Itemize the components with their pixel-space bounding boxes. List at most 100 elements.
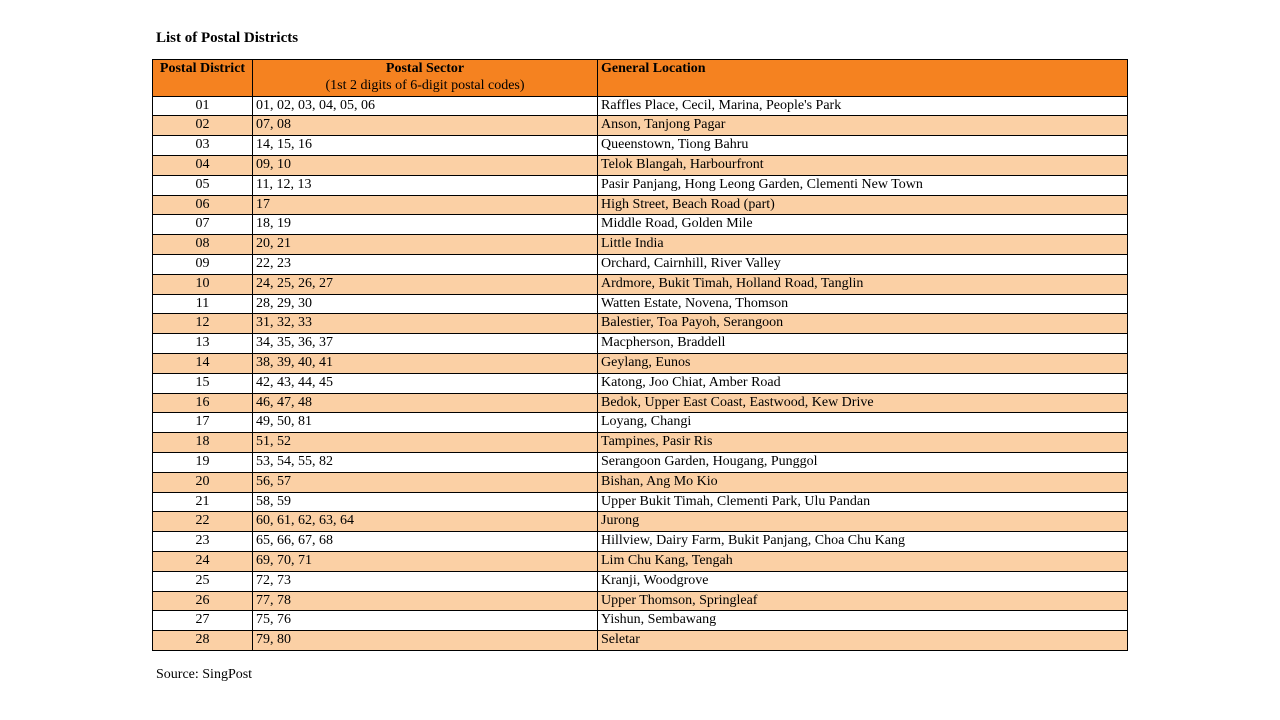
cell-district: 12: [153, 314, 253, 334]
cell-sector: 22, 23: [253, 254, 598, 274]
cell-district: 03: [153, 136, 253, 156]
cell-sector: 49, 50, 81: [253, 413, 598, 433]
cell-location: Anson, Tanjong Pagar: [598, 116, 1128, 136]
cell-district: 26: [153, 591, 253, 611]
cell-district: 09: [153, 254, 253, 274]
table-row: 1646, 47, 48Bedok, Upper East Coast, Eas…: [153, 393, 1128, 413]
table-row: 1334, 35, 36, 37Macpherson, Braddell: [153, 334, 1128, 354]
cell-location: Katong, Joo Chiat, Amber Road: [598, 373, 1128, 393]
cell-sector: 53, 54, 55, 82: [253, 452, 598, 472]
cell-district: 15: [153, 373, 253, 393]
table-row: 0511, 12, 13Pasir Panjang, Hong Leong Ga…: [153, 175, 1128, 195]
cell-sector: 51, 52: [253, 433, 598, 453]
cell-sector: 56, 57: [253, 472, 598, 492]
cell-sector: 18, 19: [253, 215, 598, 235]
cell-district: 11: [153, 294, 253, 314]
cell-district: 13: [153, 334, 253, 354]
cell-district: 01: [153, 96, 253, 116]
col-header-location: General Location: [598, 60, 1128, 97]
table-row: 2056, 57Bishan, Ang Mo Kio: [153, 472, 1128, 492]
cell-district: 19: [153, 452, 253, 472]
table-row: 0207, 08Anson, Tanjong Pagar: [153, 116, 1128, 136]
cell-location: Upper Thomson, Springleaf: [598, 591, 1128, 611]
table-row: 1851, 52Tampines, Pasir Ris: [153, 433, 1128, 453]
cell-district: 18: [153, 433, 253, 453]
table-row: 2879, 80Seletar: [153, 631, 1128, 651]
cell-location: High Street, Beach Road (part): [598, 195, 1128, 215]
cell-location: Serangoon Garden, Hougang, Punggol: [598, 452, 1128, 472]
cell-district: 08: [153, 235, 253, 255]
cell-location: Seletar: [598, 631, 1128, 651]
cell-district: 16: [153, 393, 253, 413]
cell-district: 22: [153, 512, 253, 532]
cell-sector: 72, 73: [253, 571, 598, 591]
cell-sector: 28, 29, 30: [253, 294, 598, 314]
cell-district: 24: [153, 551, 253, 571]
table-row: 0101, 02, 03, 04, 05, 06Raffles Place, C…: [153, 96, 1128, 116]
table-row: 2775, 76Yishun, Sembawang: [153, 611, 1128, 631]
cell-district: 23: [153, 532, 253, 552]
cell-district: 06: [153, 195, 253, 215]
cell-sector: 09, 10: [253, 155, 598, 175]
cell-location: Pasir Panjang, Hong Leong Garden, Clemen…: [598, 175, 1128, 195]
cell-sector: 58, 59: [253, 492, 598, 512]
cell-location: Tampines, Pasir Ris: [598, 433, 1128, 453]
cell-district: 28: [153, 631, 253, 651]
cell-location: Jurong: [598, 512, 1128, 532]
cell-sector: 46, 47, 48: [253, 393, 598, 413]
table-row: 2677, 78Upper Thomson, Springleaf: [153, 591, 1128, 611]
cell-sector: 42, 43, 44, 45: [253, 373, 598, 393]
cell-sector: 11, 12, 13: [253, 175, 598, 195]
table-row: 1024, 25, 26, 27Ardmore, Bukit Timah, Ho…: [153, 274, 1128, 294]
cell-sector: 31, 32, 33: [253, 314, 598, 334]
cell-sector: 20, 21: [253, 235, 598, 255]
table-row: 1953, 54, 55, 82Serangoon Garden, Hougan…: [153, 452, 1128, 472]
cell-district: 17: [153, 413, 253, 433]
cell-sector: 79, 80: [253, 631, 598, 651]
cell-district: 27: [153, 611, 253, 631]
table-row: 0922, 23Orchard, Cairnhill, River Valley: [153, 254, 1128, 274]
cell-sector: 17: [253, 195, 598, 215]
cell-sector: 69, 70, 71: [253, 551, 598, 571]
cell-district: 04: [153, 155, 253, 175]
page-title: List of Postal Districts: [156, 30, 1128, 47]
table-row: 2158, 59Upper Bukit Timah, Clementi Park…: [153, 492, 1128, 512]
table-row: 0718, 19Middle Road, Golden Mile: [153, 215, 1128, 235]
table-row: 0820, 21Little India: [153, 235, 1128, 255]
cell-location: Loyang, Changi: [598, 413, 1128, 433]
col-header-sector-line2: (1st 2 digits of 6-digit postal codes): [256, 78, 594, 95]
cell-district: 02: [153, 116, 253, 136]
cell-location: Bedok, Upper East Coast, Eastwood, Kew D…: [598, 393, 1128, 413]
table-row: 2572, 73Kranji, Woodgrove: [153, 571, 1128, 591]
cell-location: Balestier, Toa Payoh, Serangoon: [598, 314, 1128, 334]
cell-location: Lim Chu Kang, Tengah: [598, 551, 1128, 571]
cell-sector: 07, 08: [253, 116, 598, 136]
cell-location: Kranji, Woodgrove: [598, 571, 1128, 591]
cell-sector: 60, 61, 62, 63, 64: [253, 512, 598, 532]
table-row: 1749, 50, 81Loyang, Changi: [153, 413, 1128, 433]
cell-sector: 34, 35, 36, 37: [253, 334, 598, 354]
table-row: 0409, 10Telok Blangah, Harbourfront: [153, 155, 1128, 175]
cell-district: 05: [153, 175, 253, 195]
cell-district: 25: [153, 571, 253, 591]
cell-location: Hillview, Dairy Farm, Bukit Panjang, Cho…: [598, 532, 1128, 552]
cell-district: 14: [153, 353, 253, 373]
table-row: 0617High Street, Beach Road (part): [153, 195, 1128, 215]
col-header-sector-line1: Postal Sector: [386, 61, 464, 76]
cell-location: Queenstown, Tiong Bahru: [598, 136, 1128, 156]
cell-location: Little India: [598, 235, 1128, 255]
cell-location: Bishan, Ang Mo Kio: [598, 472, 1128, 492]
cell-sector: 75, 76: [253, 611, 598, 631]
cell-location: Upper Bukit Timah, Clementi Park, Ulu Pa…: [598, 492, 1128, 512]
postal-districts-table: Postal District Postal Sector (1st 2 dig…: [152, 59, 1128, 651]
cell-location: Telok Blangah, Harbourfront: [598, 155, 1128, 175]
cell-location: Middle Road, Golden Mile: [598, 215, 1128, 235]
cell-location: Macpherson, Braddell: [598, 334, 1128, 354]
cell-location: Geylang, Eunos: [598, 353, 1128, 373]
cell-sector: 38, 39, 40, 41: [253, 353, 598, 373]
cell-sector: 01, 02, 03, 04, 05, 06: [253, 96, 598, 116]
cell-district: 20: [153, 472, 253, 492]
table-row: 1542, 43, 44, 45Katong, Joo Chiat, Amber…: [153, 373, 1128, 393]
cell-sector: 14, 15, 16: [253, 136, 598, 156]
cell-location: Yishun, Sembawang: [598, 611, 1128, 631]
